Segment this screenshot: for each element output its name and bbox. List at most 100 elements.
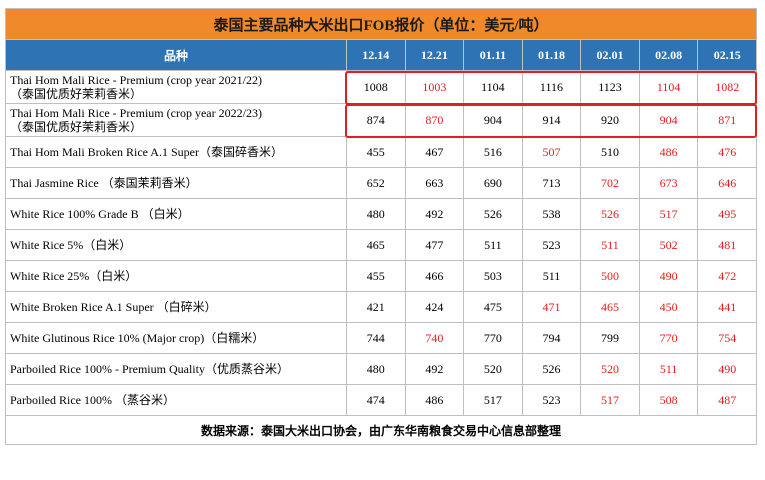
price-cell: 1082 — [697, 70, 757, 104]
header-cell: 02.15 — [697, 39, 757, 71]
header-cell: 01.11 — [463, 39, 523, 71]
price-cell: 508 — [638, 384, 699, 416]
price-cell: 1104 — [463, 70, 523, 104]
table-row: White Rice 100% Grade B （白米） 480 492 526 538… — [5, 198, 757, 230]
variety-cell: White Rice 100% Grade B （白米） — [5, 198, 347, 230]
price-cell: 652 — [346, 167, 406, 199]
price-cell: 480 — [346, 198, 406, 230]
price-cell: 874 — [346, 103, 406, 137]
price-cell: 503 — [463, 260, 523, 292]
table-wrap: 泰国主要品种大米出口FOB报价（单位：美元/吨） 品种 12.14 12.21 01.… — [5, 8, 757, 445]
table-row: White Glutinous Rice 10% (Major crop)（白糯… — [5, 322, 757, 354]
price-cell: 492 — [404, 198, 465, 230]
price-cell: 424 — [404, 291, 465, 323]
price-cell: 511 — [521, 260, 582, 292]
price-cell: 486 — [404, 384, 465, 416]
price-cell: 713 — [521, 167, 582, 199]
footer-note: 数据来源：泰国大米出口协会，由广东华南粮食交易中心信息部整理 — [5, 415, 757, 445]
price-cell: 523 — [521, 384, 582, 416]
price-cell: 500 — [580, 260, 640, 292]
price-cell: 490 — [697, 353, 757, 385]
price-cell: 475 — [463, 291, 523, 323]
price-cell: 1104 — [638, 70, 699, 104]
price-cell: 450 — [638, 291, 699, 323]
price-cell: 871 — [697, 103, 757, 137]
price-cell: 507 — [521, 136, 582, 168]
price-cell: 526 — [521, 353, 582, 385]
price-cell: 441 — [697, 291, 757, 323]
header-cell: 12.21 — [404, 39, 465, 71]
price-cell: 1123 — [580, 70, 640, 104]
price-cell: 1003 — [404, 70, 465, 104]
price-cell: 520 — [463, 353, 523, 385]
variety-cell: Thai Hom Mali Broken Rice A.1 Super（泰国碎香… — [5, 136, 347, 168]
header-row: 品种 12.14 12.21 01.11 01.18 02.01 02.08 02.15 — [5, 39, 757, 71]
variety-cell: Thai Hom Mali Rice - Premium (crop year … — [5, 70, 347, 104]
price-cell: 476 — [697, 136, 757, 168]
price-cell: 690 — [463, 167, 523, 199]
variety-cell: Thai Jasmine Rice （泰国茉莉香米） — [5, 167, 347, 199]
table-row: White Broken Rice A.1 Super （白碎米） 421 424 4… — [5, 291, 757, 323]
price-cell: 467 — [404, 136, 465, 168]
variety-cell: White Broken Rice A.1 Super （白碎米） — [5, 291, 347, 323]
price-cell: 754 — [697, 322, 757, 354]
variety-cell: White Glutinous Rice 10% (Major crop)（白糯… — [5, 322, 347, 354]
table-row: Thai Hom Mali Broken Rice A.1 Super（泰国碎香… — [5, 136, 757, 168]
price-cell: 502 — [638, 229, 699, 261]
price-cell: 770 — [638, 322, 699, 354]
price-cell: 487 — [697, 384, 757, 416]
price-cell: 421 — [346, 291, 406, 323]
table-row: White Rice 25%（白米） 455 466 503 511 500 490 472 — [5, 260, 757, 292]
price-cell: 495 — [697, 198, 757, 230]
price-cell: 490 — [638, 260, 699, 292]
price-cell: 920 — [580, 103, 640, 137]
price-table: 泰国主要品种大米出口FOB报价（单位：美元/吨） 品种 12.14 12.21 01.… — [5, 8, 757, 445]
variety-cell: Thai Hom Mali Rice - Premium (crop year … — [5, 103, 347, 137]
table-row: Parboiled Rice 100% - Premium Quality（优质… — [5, 353, 757, 385]
price-cell: 526 — [580, 198, 640, 230]
price-cell: 517 — [638, 198, 699, 230]
variety-cell: Parboiled Rice 100% （蒸谷米） — [5, 384, 347, 416]
header-cell: 02.08 — [638, 39, 699, 71]
price-cell: 492 — [404, 353, 465, 385]
table-row: Thai Jasmine Rice （泰国茉莉香米） 652 663 690 713 70… — [5, 167, 757, 199]
price-cell: 870 — [404, 103, 465, 137]
table-row: Thai Hom Mali Rice - Premium (crop year … — [5, 70, 757, 104]
header-cell: 01.18 — [521, 39, 582, 71]
header-cell: 12.14 — [346, 39, 406, 71]
price-cell: 770 — [463, 322, 523, 354]
price-cell: 520 — [580, 353, 640, 385]
table-row: Parboiled Rice 100% （蒸谷米） 474 486 517 523 517… — [5, 384, 757, 416]
price-cell: 904 — [463, 103, 523, 137]
variety-cell: White Rice 5%（白米） — [5, 229, 347, 261]
price-cell: 538 — [521, 198, 582, 230]
variety-cell: White Rice 25%（白米） — [5, 260, 347, 292]
price-cell: 486 — [638, 136, 699, 168]
price-cell: 472 — [697, 260, 757, 292]
price-cell: 465 — [580, 291, 640, 323]
table-row: White Rice 5%（白米） 465 477 511 523 511 502 481 — [5, 229, 757, 261]
table-row: Thai Hom Mali Rice - Premium (crop year … — [5, 103, 757, 137]
price-cell: 465 — [346, 229, 406, 261]
price-cell: 904 — [638, 103, 699, 137]
footer-row: 数据来源：泰国大米出口协会，由广东华南粮食交易中心信息部整理 — [5, 415, 757, 445]
header-cell: 品种 — [5, 39, 347, 71]
price-cell: 740 — [404, 322, 465, 354]
price-cell: 526 — [463, 198, 523, 230]
price-cell: 511 — [463, 229, 523, 261]
price-cell: 511 — [638, 353, 699, 385]
price-cell: 516 — [463, 136, 523, 168]
price-cell: 471 — [521, 291, 582, 323]
price-cell: 517 — [463, 384, 523, 416]
price-cell: 1116 — [521, 70, 582, 104]
price-cell: 799 — [580, 322, 640, 354]
price-cell: 510 — [580, 136, 640, 168]
variety-cell: Parboiled Rice 100% - Premium Quality（优质… — [5, 353, 347, 385]
table-title: 泰国主要品种大米出口FOB报价（单位：美元/吨） — [5, 8, 757, 40]
price-cell: 455 — [346, 136, 406, 168]
price-cell: 914 — [521, 103, 582, 137]
price-cell: 1008 — [346, 70, 406, 104]
price-cell: 466 — [404, 260, 465, 292]
price-cell: 744 — [346, 322, 406, 354]
price-cell: 480 — [346, 353, 406, 385]
